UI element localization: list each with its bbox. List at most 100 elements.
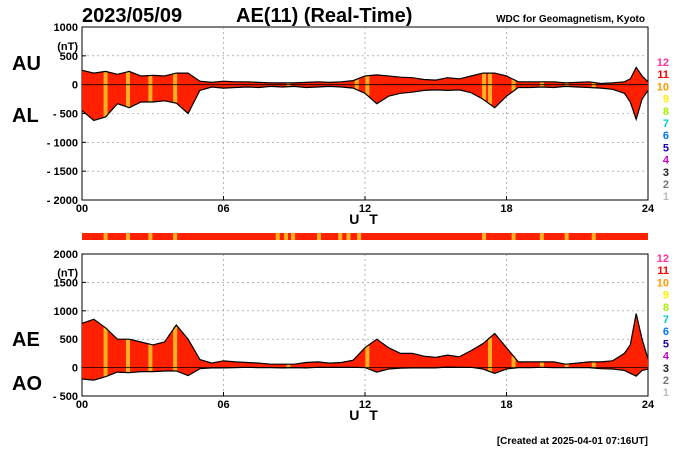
station-legend-item: 5 bbox=[663, 338, 669, 350]
index-stripe bbox=[482, 73, 487, 100]
strip-marker bbox=[125, 233, 130, 240]
series-line-al bbox=[81, 85, 649, 122]
index-stripe bbox=[286, 364, 291, 368]
station-legend-item: 3 bbox=[663, 363, 669, 375]
station-legend-item: 11 bbox=[657, 265, 669, 277]
strip-marker bbox=[173, 233, 178, 240]
ae-ao-chart: - 500 0 500 1000 1500 2000 00 06 12 18 24 U T (nT) AE… bbox=[12, 249, 655, 423]
y-tick-label: - 1500 bbox=[47, 166, 78, 178]
x-tick-label: 18 bbox=[500, 203, 512, 215]
station-legend-item: 2 bbox=[663, 179, 669, 191]
strip-marker bbox=[539, 233, 544, 240]
station-legend-item: 8 bbox=[663, 106, 669, 118]
y-tick-label: 500 bbox=[60, 51, 78, 63]
index-stripe bbox=[591, 82, 596, 88]
index-stripe bbox=[365, 75, 370, 96]
strip-marker bbox=[346, 233, 351, 240]
station-legend-item: 12 bbox=[657, 253, 669, 265]
index-stripe bbox=[125, 71, 130, 108]
index-stripe bbox=[148, 344, 153, 372]
station-legend-item: 6 bbox=[663, 326, 669, 338]
unit-label: (nT) bbox=[57, 267, 78, 279]
x-tick-label: 24 bbox=[642, 203, 655, 215]
strip-marker bbox=[291, 233, 296, 240]
strip-marker bbox=[148, 233, 153, 240]
station-legend-item: 7 bbox=[663, 314, 669, 326]
x-tick-label: 12 bbox=[359, 399, 371, 411]
header-org: WDC for Geomagnetism, Kyoto bbox=[496, 14, 645, 25]
index-stripe bbox=[125, 339, 130, 373]
station-legend-item: 12 bbox=[657, 57, 669, 69]
y-tick-label: 1500 bbox=[54, 277, 78, 289]
y-tick-label: 1000 bbox=[54, 306, 78, 318]
strip-marker bbox=[338, 233, 343, 240]
strip-background bbox=[82, 233, 648, 240]
y-tick-label: 1000 bbox=[54, 22, 78, 34]
index-stripe bbox=[173, 326, 178, 372]
station-legend-item: 1 bbox=[663, 191, 669, 203]
index-stripe bbox=[148, 75, 153, 102]
series-label-ae: AE bbox=[12, 329, 40, 351]
x-axis-label: U T bbox=[349, 211, 381, 227]
series-line-ao bbox=[81, 366, 649, 381]
y-tick-label: 2000 bbox=[54, 249, 78, 261]
y-tick-label: 500 bbox=[60, 334, 78, 346]
y-tick-label: - 500 bbox=[53, 391, 78, 403]
index-stripe bbox=[591, 361, 596, 369]
y-tick-label: - 1000 bbox=[47, 137, 78, 149]
station-legend-item: 4 bbox=[663, 351, 670, 363]
unit-label: (nT) bbox=[57, 41, 78, 53]
index-stripe bbox=[103, 71, 108, 117]
y-tick-label: - 2000 bbox=[47, 195, 78, 207]
station-legend-item: 9 bbox=[663, 94, 669, 106]
x-tick-label: 06 bbox=[217, 399, 229, 411]
x-tick-label: 06 bbox=[217, 203, 229, 215]
footer-created: [Created at 2025-04-01 07:16UT] bbox=[497, 436, 648, 447]
station-legend-item: 11 bbox=[657, 69, 669, 81]
x-tick-label: 18 bbox=[500, 399, 512, 411]
index-stripe bbox=[103, 327, 108, 377]
index-stripe bbox=[511, 79, 516, 92]
strip-marker bbox=[275, 233, 280, 240]
strip-marker bbox=[357, 233, 362, 240]
station-legend-item: 6 bbox=[663, 130, 669, 142]
index-stripe bbox=[511, 356, 516, 369]
x-tick-label: 24 bbox=[642, 399, 655, 411]
index-stripe bbox=[487, 73, 492, 105]
index-stripe bbox=[173, 73, 178, 103]
x-tick-label: 00 bbox=[76, 399, 88, 411]
strip-marker bbox=[482, 233, 487, 240]
y-tick-label: - 500 bbox=[53, 109, 78, 121]
station-legend-item: 2 bbox=[663, 375, 669, 387]
series-label-al: AL bbox=[12, 105, 39, 127]
index-stripe bbox=[487, 337, 492, 372]
y-tick-label: 0 bbox=[72, 363, 78, 375]
x-axis-label: U T bbox=[349, 407, 381, 423]
station-legend-item: 3 bbox=[663, 167, 669, 179]
strip-marker bbox=[103, 233, 108, 240]
strip-marker bbox=[564, 233, 569, 240]
strip-marker bbox=[317, 233, 322, 240]
series-label-ao: AO bbox=[12, 373, 42, 395]
index-band-strip bbox=[82, 233, 648, 240]
strip-marker bbox=[511, 233, 516, 240]
series-area-fill bbox=[82, 67, 648, 121]
index-stripe bbox=[564, 364, 569, 368]
series-line-au bbox=[81, 66, 649, 85]
au-al-chart: - 2000 - 1500 - 1000 - 500 0 500 1000 00 06 12 18 2… bbox=[12, 22, 655, 227]
station-legend-item: 9 bbox=[663, 290, 669, 302]
series-label-au: AU bbox=[12, 53, 41, 75]
index-stripe bbox=[365, 346, 370, 369]
station-legend-item: 8 bbox=[663, 302, 669, 314]
y-tick-label: 0 bbox=[72, 80, 78, 92]
series-area-fill bbox=[82, 313, 648, 381]
station-legend-item: 5 bbox=[663, 142, 669, 154]
x-tick-label: 00 bbox=[76, 203, 88, 215]
station-legend-item: 1 bbox=[663, 387, 669, 399]
header-title: AE(11) (Real-Time) bbox=[236, 5, 412, 27]
station-legend-item: 4 bbox=[663, 155, 670, 167]
header-date: 2023/05/09 bbox=[82, 5, 182, 27]
